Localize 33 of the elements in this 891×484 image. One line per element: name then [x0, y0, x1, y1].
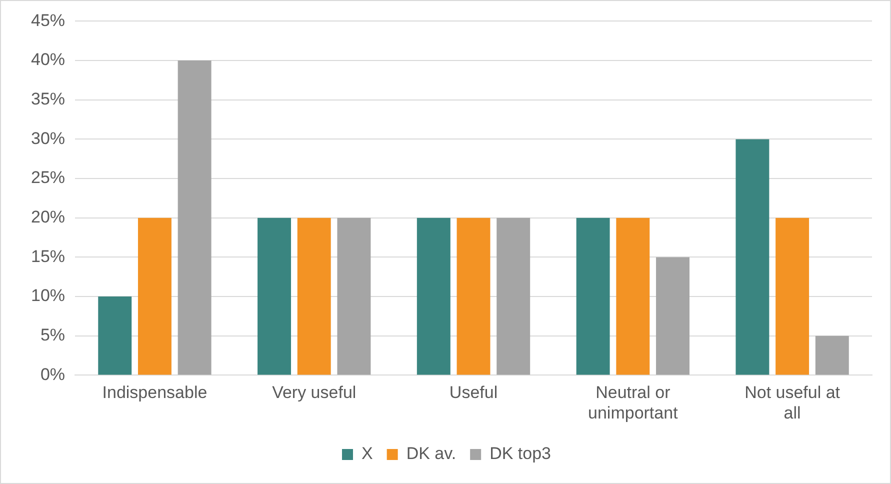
y-tick-label: 15%	[30, 246, 66, 266]
bar	[138, 218, 172, 375]
bar	[776, 218, 810, 375]
bar	[258, 218, 292, 375]
legend-label: X	[361, 444, 373, 464]
bar	[496, 218, 530, 375]
y-tick-label: 0%	[40, 364, 66, 384]
x-tick-label: Indispensable	[102, 383, 208, 402]
y-tick-label: 20%	[30, 208, 66, 227]
bar	[576, 218, 610, 375]
x-tick-label: Useful	[449, 383, 498, 402]
bar	[416, 218, 450, 375]
y-tick-label: 45%	[30, 10, 66, 30]
y-tick-label: 40%	[30, 50, 66, 70]
y-tick-label: 25%	[30, 168, 66, 188]
bar	[736, 139, 770, 375]
bar	[656, 257, 690, 375]
bar	[98, 296, 132, 375]
y-tick-label: 35%	[30, 90, 66, 109]
y-tick-label: 10%	[30, 286, 66, 306]
bar	[178, 60, 212, 375]
bar	[815, 336, 849, 375]
x-tick-label: Neutral or unimportant	[588, 383, 678, 422]
bar	[616, 218, 650, 375]
x-tick-label: Very useful	[272, 383, 356, 402]
y-tick-label: 5%	[40, 326, 66, 345]
legend-label: DK top3	[490, 444, 552, 464]
x-tick-label: Not useful at all	[744, 383, 840, 422]
bar	[337, 218, 371, 375]
bar	[297, 218, 331, 375]
bar	[456, 218, 490, 375]
legend-label: DK av.	[406, 444, 456, 464]
y-tick-label: 30%	[30, 128, 66, 148]
